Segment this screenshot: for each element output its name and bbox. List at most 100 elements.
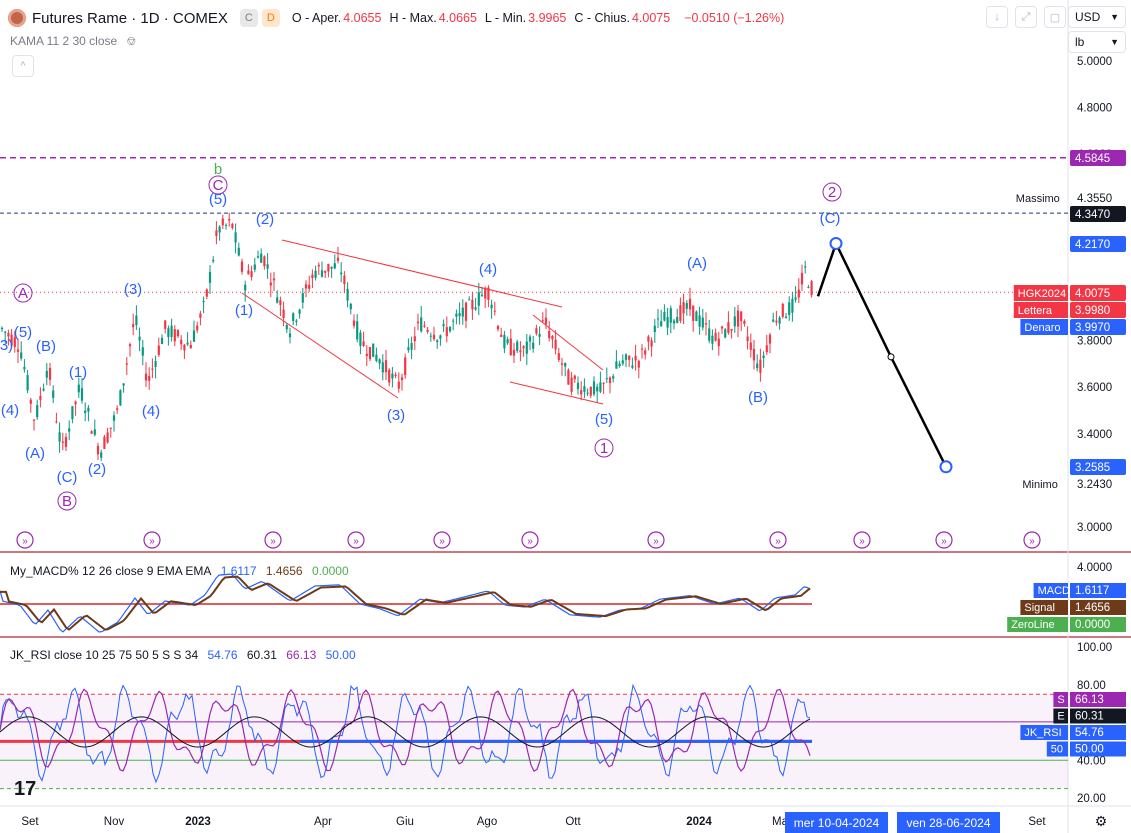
unit-value: lb: [1075, 35, 1085, 49]
eye-off-icon[interactable]: ⎊: [126, 34, 137, 48]
price-label-bg: [1070, 236, 1126, 252]
cycle-marker-arrow: »: [353, 536, 359, 547]
macd-pill-value-bg: [1070, 583, 1126, 598]
candle-body: [720, 326, 724, 329]
rsi-indicator-label[interactable]: JK_RSI close 10 25 75 50 5 S S 34 54.76 …: [10, 648, 362, 662]
wave-label: 1: [600, 440, 608, 457]
candle-body: [45, 370, 48, 378]
candle-body: [522, 346, 525, 349]
candle-body: [532, 342, 535, 349]
kama-indicator-label[interactable]: KAMA 11 2 30 close ⎊: [10, 34, 142, 49]
candle-body: [167, 328, 170, 338]
price-name-bg: [1020, 319, 1068, 335]
candle-body: [103, 436, 106, 449]
trend-line: [241, 292, 399, 399]
macd-value-2: 1.4656: [265, 564, 303, 578]
wave-label: (5): [14, 324, 32, 341]
candle-body: [170, 325, 173, 337]
candle-body: [602, 382, 605, 384]
candle-body: [164, 320, 167, 329]
candle-body: [16, 349, 20, 352]
price-tick: 3.4000: [1077, 429, 1112, 441]
candle-body: [61, 441, 64, 443]
candle-body: [756, 363, 759, 369]
collapse-button[interactable]: ^: [12, 55, 34, 77]
wave-label: (4): [1, 402, 19, 419]
candle-body: [247, 270, 250, 275]
exchange-badge-c: C: [239, 9, 258, 27]
price-label: 3.9980: [1075, 305, 1110, 317]
candle-body: [298, 309, 301, 314]
rsi-pill-value-bg: [1070, 741, 1126, 757]
candle-body: [330, 266, 333, 269]
price-tick: 4.8000: [1077, 103, 1112, 115]
rsi-pill-name: S: [1057, 694, 1064, 706]
candle-body: [592, 381, 596, 395]
ohlc-key: O - Aper.: [291, 11, 342, 25]
download-button[interactable]: ↓: [986, 6, 1008, 28]
fullscreen-button[interactable]: ▢: [1044, 6, 1066, 28]
candle-body: [324, 270, 327, 273]
candle-body: [666, 316, 669, 328]
candle-body: [192, 330, 196, 342]
ohlc-key: H - Max.: [389, 11, 437, 25]
price-label: 4.0075: [1075, 288, 1110, 300]
candle-body: [333, 263, 336, 269]
wave-label: B: [62, 493, 72, 510]
candle-body: [26, 375, 29, 391]
candle-body: [221, 218, 224, 226]
candle-body: [237, 247, 240, 256]
rsi-tick: 20.00: [1077, 793, 1106, 805]
candle-body: [797, 289, 800, 298]
candle-body: [68, 428, 71, 432]
candle-body: [250, 271, 253, 277]
rsi-value-4: 50.00: [325, 648, 356, 662]
unit-select[interactable]: lb ▼: [1068, 31, 1126, 53]
candle-body: [701, 317, 704, 328]
candle-body: [458, 312, 461, 317]
candle-body: [215, 230, 218, 237]
candle-body: [461, 307, 464, 317]
candle-body: [48, 368, 52, 380]
settings-gear-icon[interactable]: ⚙: [1094, 812, 1108, 829]
candle-body: [679, 305, 682, 321]
ohlc-value: 4.0075: [631, 11, 671, 25]
candle-body: [810, 281, 813, 296]
price-tick: 3.8000: [1077, 336, 1112, 348]
candle-body: [292, 313, 295, 321]
currency-select[interactable]: USD ▼: [1068, 6, 1126, 28]
candle-body: [352, 320, 356, 326]
rsi-pill-value: 66.13: [1075, 694, 1104, 706]
candle-body: [74, 401, 77, 405]
price-name: HGK2024: [1018, 288, 1066, 300]
candle-body: [765, 345, 768, 353]
rsi-pill-name: 50: [1051, 744, 1063, 756]
price-tick: 3.6000: [1077, 382, 1112, 394]
cycle-marker-arrow: »: [527, 536, 533, 547]
wave-label: (3): [0, 337, 13, 354]
candle-body: [109, 427, 112, 429]
macd-indicator-label[interactable]: My_MACD% 12 26 close 9 EMA EMA 1.6117 1.…: [10, 564, 355, 578]
chevron-down-icon: ▼: [1110, 12, 1119, 22]
candle-body: [644, 350, 647, 355]
candle-body: [154, 361, 157, 367]
candle-body: [621, 360, 624, 364]
candle-body: [125, 363, 128, 365]
expand-button[interactable]: ⤢: [1015, 6, 1037, 28]
candle-body: [295, 320, 298, 322]
candle-body: [52, 390, 55, 398]
price-label: 4.2170: [1075, 239, 1110, 251]
wave-label: (4): [479, 261, 497, 278]
candle-body: [141, 347, 144, 356]
macd-pill-name-bg: [1020, 600, 1068, 615]
candle-body: [698, 315, 701, 327]
symbol-title[interactable]: Futures Rame · 1D · COMEX: [32, 9, 228, 27]
wave-label: (5): [209, 191, 227, 208]
download-icon: ↓: [994, 11, 1000, 23]
candle-body: [711, 335, 714, 344]
candle-body: [708, 328, 711, 341]
candle-body: [423, 325, 426, 327]
cycle-marker-icon: [433, 531, 451, 549]
ohlc-value: 4.0655: [343, 11, 382, 25]
